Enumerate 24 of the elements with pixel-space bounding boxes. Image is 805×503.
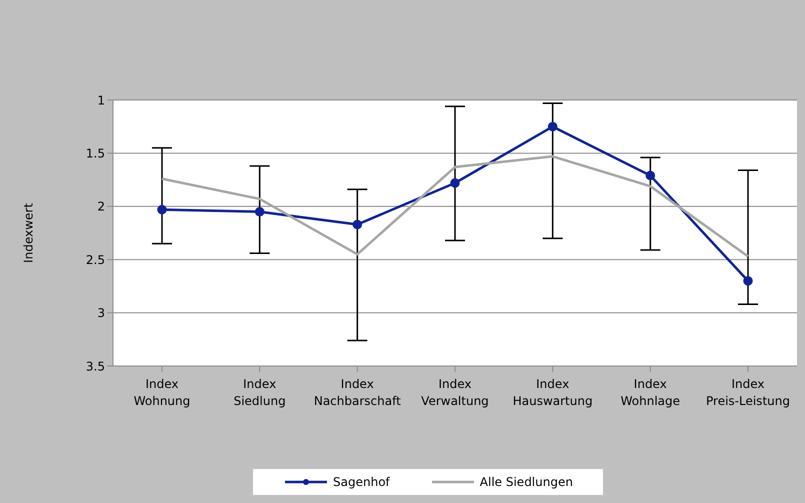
point xyxy=(548,122,558,132)
x-tick-label: Index Preis-Leistung xyxy=(706,377,790,408)
x-tick-label: Index Siedlung xyxy=(234,377,286,408)
point xyxy=(352,220,362,230)
legend-label: Alle Siedlungen xyxy=(480,475,573,489)
x-tick-label: Index Wohnung xyxy=(134,377,190,408)
x-tick-label: Index Wohnlage xyxy=(620,377,680,408)
y-tick-label: 3 xyxy=(97,306,105,320)
line-series xyxy=(160,155,750,258)
legend-label: Sagenhof xyxy=(333,475,390,489)
y-tick-label: 3.5 xyxy=(86,359,105,374)
point xyxy=(646,170,656,180)
point xyxy=(743,276,753,286)
point xyxy=(254,206,264,216)
y-axis-title: Indexwert xyxy=(21,202,36,263)
y-tick-label: 1 xyxy=(97,93,105,108)
x-tick-label: Index Verwaltung xyxy=(421,377,489,408)
point xyxy=(157,204,167,214)
y-tick-label: 2.5 xyxy=(86,252,105,267)
x-tick-label: Index Nachbarschaft xyxy=(314,377,402,408)
point xyxy=(450,178,460,188)
y-tick-label: 2 xyxy=(97,200,105,214)
x-tick-label: Index Hauswartung xyxy=(512,377,593,408)
y-tick-label: 1.5 xyxy=(86,146,105,160)
